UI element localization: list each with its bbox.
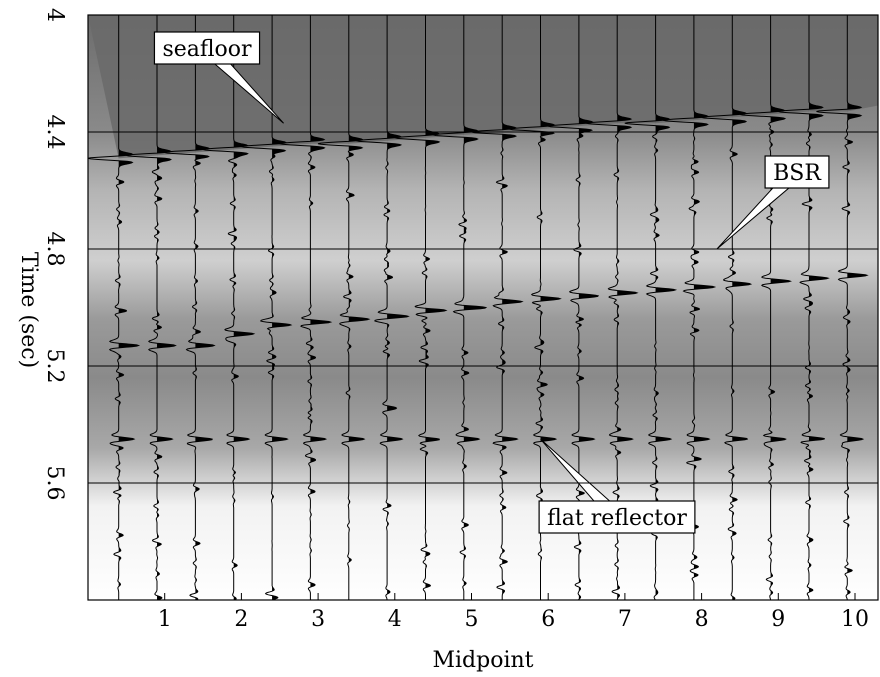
x-tick-label: 9 [771,607,785,632]
chart: Midpoint Time (sec) seafloor BSR flat refl… [0,0,880,677]
x-tick-label: 5 [464,607,478,632]
x-tick-label: 6 [541,607,555,632]
y-tick-label: 5.2 [42,349,67,384]
x-tick-label: 1 [158,607,172,632]
x-axis-title: Midpoint [432,648,533,673]
annotation-text: seafloor [162,37,252,62]
x-tick-label: 3 [311,607,325,632]
x-tick-label: 4 [388,607,402,632]
annotation-text: BSR [773,161,822,186]
y-tick-label: 4.8 [42,232,67,267]
x-tick-label: 7 [618,607,632,632]
x-tick-label: 8 [695,607,709,632]
y-tick-label: 4.4 [42,115,67,150]
y-tick-label: 5.6 [42,466,67,501]
y-axis-title: Time (sec) [16,252,41,368]
annotation-text: flat reflector [547,506,687,531]
y-tick-label: 4 [42,8,67,22]
x-tick-label: 2 [234,607,248,632]
x-tick-label: 10 [841,607,869,632]
